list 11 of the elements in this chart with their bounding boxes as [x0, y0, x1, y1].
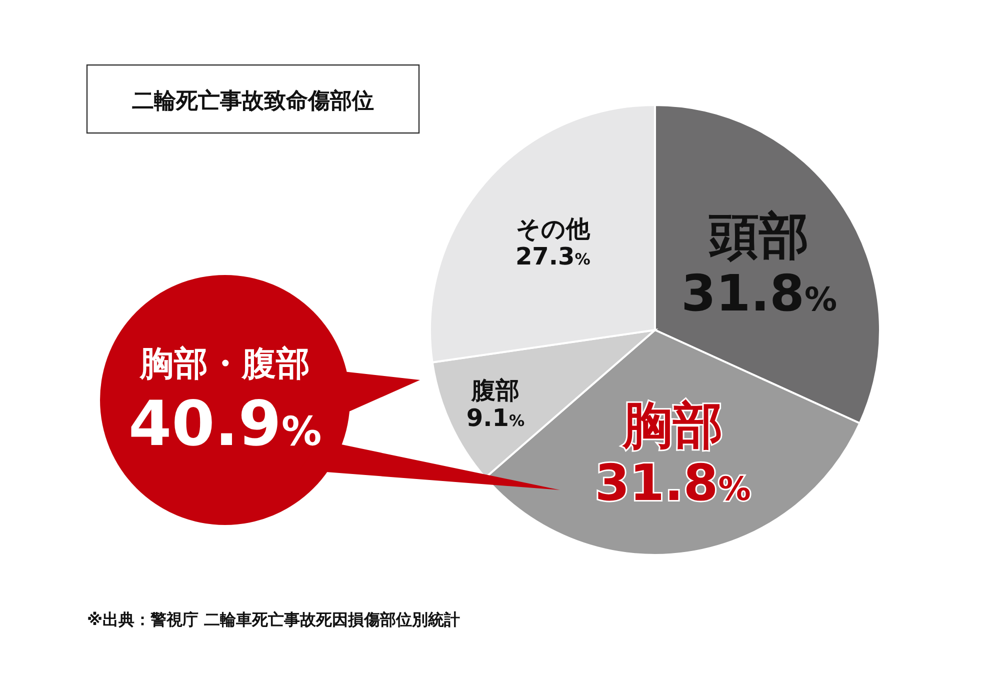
text: 二輪死亡事故致命傷部位 — [132, 88, 374, 114]
slice-label: 腹部 — [470, 376, 520, 404]
data-label: 9.1% — [466, 404, 525, 432]
slice-label: その他 — [516, 214, 591, 243]
slice-label: 頭部 — [708, 207, 810, 266]
data-label: 27.3% — [515, 242, 591, 270]
data-label: 31.8% — [594, 454, 751, 512]
slice-label: 胸部 — [622, 396, 723, 454]
text: 胸部・腹部 40.9% — [128, 344, 322, 460]
data-label: 31.8% — [681, 264, 838, 323]
text: ※出典：警視庁 二輪車死亡事故死因損傷部位別統計 — [87, 610, 460, 629]
